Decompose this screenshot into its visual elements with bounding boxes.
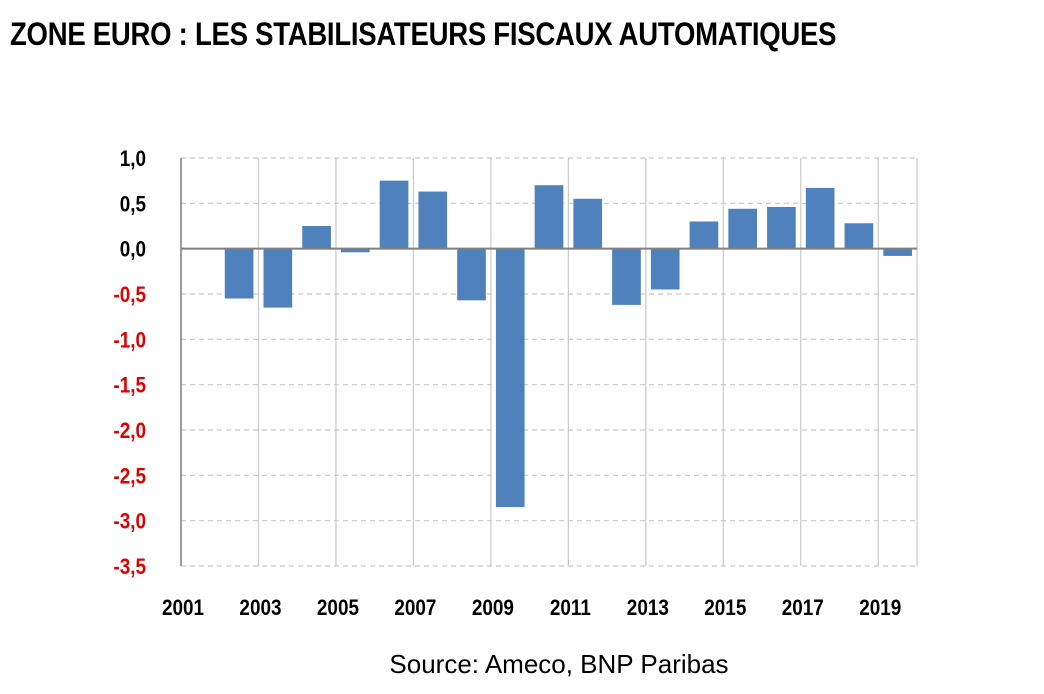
bar-2005 bbox=[340, 248, 370, 253]
x-tick-label: 2001 bbox=[162, 596, 204, 621]
y-tick-label: 0,0 bbox=[120, 237, 146, 262]
axes bbox=[180, 158, 917, 566]
bar-2007 bbox=[418, 191, 448, 249]
y-tick-labels: 1,0 0,5 0,0 -0,5 -1,0 -1,5 -2,0 -2,5 -3,0 -3,5 bbox=[113, 147, 146, 580]
bar-2019 bbox=[883, 248, 912, 256]
y-tick-label: -2,0 bbox=[113, 419, 146, 444]
x-tick-label: 2003 bbox=[239, 596, 281, 621]
bar-2010 bbox=[534, 185, 564, 249]
y-tick-label: -1,0 bbox=[113, 328, 146, 353]
source-note: Source: Ameco, BNP Paribas bbox=[389, 649, 729, 679]
bar-2002 bbox=[224, 248, 254, 299]
bar-2018 bbox=[844, 223, 874, 249]
x-tick-label: 2013 bbox=[627, 596, 669, 621]
bar-2009 bbox=[495, 248, 525, 508]
x-tick-label: 2011 bbox=[550, 596, 591, 621]
x-tick-label: 2009 bbox=[472, 596, 514, 621]
bar-2012 bbox=[612, 248, 641, 305]
bar-2004 bbox=[302, 226, 331, 249]
x-tick-label: 2005 bbox=[317, 596, 359, 621]
y-tick-label: 1,0 bbox=[120, 147, 146, 172]
gridlines bbox=[180, 157, 918, 567]
x-tick-labels: 2001 2003 2005 2007 2009 2011 2013 2015 2017 2019 bbox=[162, 596, 901, 621]
y-tick-label: -3,0 bbox=[113, 509, 146, 534]
bar-2011 bbox=[573, 198, 603, 249]
chart-title: ZONE EURO : LES STABILISATEURS FISCAUX A… bbox=[10, 16, 837, 52]
x-tick-label: 2015 bbox=[704, 596, 746, 621]
bar-2006 bbox=[379, 180, 409, 249]
bars bbox=[224, 180, 912, 508]
bar-2017 bbox=[805, 187, 835, 249]
bar-2014 bbox=[689, 221, 719, 249]
bar-2008 bbox=[457, 248, 486, 301]
x-tick-label: 2007 bbox=[394, 596, 436, 621]
y-tick-label: 0,5 bbox=[120, 192, 146, 217]
y-tick-label: -2,5 bbox=[113, 464, 146, 489]
bar-2003 bbox=[263, 248, 293, 308]
y-tick-label: -3,5 bbox=[113, 555, 146, 580]
x-tick-label: 2019 bbox=[859, 596, 901, 621]
x-tick-label: 2017 bbox=[782, 596, 824, 621]
bar-2015 bbox=[728, 208, 758, 249]
y-tick-label: -1,5 bbox=[113, 373, 146, 398]
y-tick-label: -0,5 bbox=[113, 283, 146, 308]
bar-2013 bbox=[650, 248, 680, 290]
bar-2016 bbox=[767, 206, 796, 249]
